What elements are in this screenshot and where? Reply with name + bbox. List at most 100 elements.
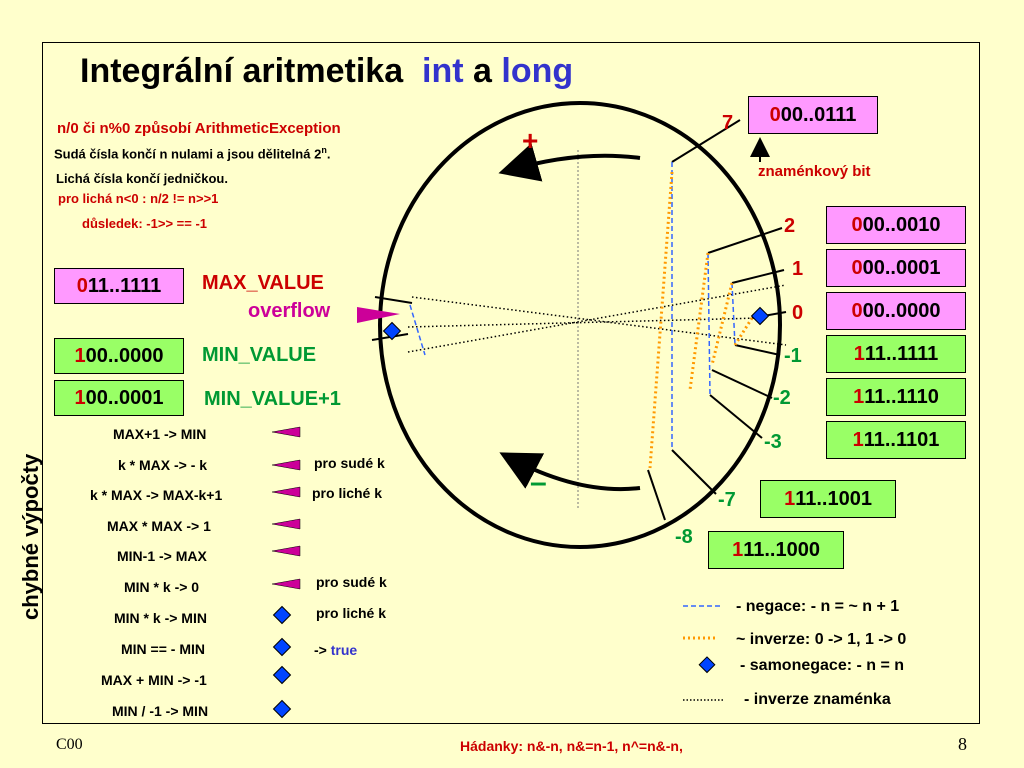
box-bits-1: 0 00..0001 bbox=[826, 249, 966, 287]
box-max-value-bits: 0 11..1111 bbox=[54, 268, 184, 304]
minus-sign: – bbox=[530, 466, 547, 499]
box-bits-0: 0 00..0000 bbox=[826, 292, 966, 330]
legend-selfneg-diamond bbox=[698, 656, 716, 674]
bits-m7-rest: 11..1001 bbox=[795, 487, 872, 510]
label-overflow: overflow bbox=[248, 300, 331, 322]
box-bits-7: 0 00..0111 bbox=[748, 96, 878, 134]
bits-m8-rest: 11..1000 bbox=[743, 538, 820, 561]
note-even-text: Sudá čísla končí n nulami a jsou dělitel… bbox=[54, 146, 322, 162]
footer-puzzles: Hádanky: n&-n, n&=n-1, n^=n&-n, bbox=[460, 738, 683, 754]
tick-max bbox=[374, 296, 413, 304]
note-even-sup: n bbox=[321, 145, 327, 155]
inversion-lines bbox=[648, 171, 754, 469]
bits-7-first: 0 bbox=[769, 103, 781, 126]
sign-inversion-lines bbox=[407, 284, 787, 353]
tick-m7 bbox=[671, 449, 717, 495]
bits-m1-rest: 11..1111 bbox=[864, 342, 939, 365]
bits-2-first: 0 bbox=[851, 213, 863, 236]
error-expr: MIN-1 -> MAX bbox=[117, 548, 207, 564]
num-1: 1 bbox=[792, 258, 804, 280]
self-negation-diamond-zero bbox=[750, 306, 770, 326]
sign-bit-label: znaménkový bit bbox=[758, 163, 871, 180]
bits-0-rest: 00..0000 bbox=[862, 299, 941, 322]
error-note: pro sudé k bbox=[316, 574, 387, 590]
number-circle bbox=[378, 101, 782, 549]
tick-7 bbox=[671, 119, 741, 163]
footer-left: C00 bbox=[56, 736, 83, 753]
box-min-value-bits: 1 00..0000 bbox=[54, 338, 184, 374]
error-expr: MIN == - MIN bbox=[121, 641, 206, 657]
title-int: int bbox=[422, 52, 464, 90]
tick-m3 bbox=[709, 394, 763, 439]
num-m1: -1 bbox=[784, 345, 802, 367]
bits-1-rest: 00..0001 bbox=[862, 256, 941, 279]
plus-sign: + bbox=[522, 125, 539, 156]
page-number: 8 bbox=[958, 734, 967, 754]
num-m7: -7 bbox=[718, 489, 736, 511]
bits-m8-first: 1 bbox=[732, 538, 744, 561]
slide-frame bbox=[42, 42, 980, 724]
error-note-arrow: -> bbox=[314, 642, 331, 658]
error-expr: MIN / -1 -> MIN bbox=[112, 703, 209, 719]
bits-m2-rest: 11..1110 bbox=[864, 385, 939, 408]
tick-1 bbox=[731, 269, 785, 284]
box-bits-m8: 1 11..1000 bbox=[708, 531, 844, 569]
error-note: pro liché k bbox=[312, 485, 383, 501]
bits-2-rest: 00..0010 bbox=[862, 213, 941, 236]
note-exception: n/0 či n%0 způsobí ArithmeticException bbox=[57, 120, 341, 137]
box-bits-m3: 1 11..1101 bbox=[826, 421, 966, 459]
error-expr: k * MAX -> - k bbox=[118, 457, 208, 473]
label-min-value-plus-one: MIN_VALUE+1 bbox=[204, 388, 341, 410]
num-m2: -2 bbox=[773, 387, 791, 409]
true-word: true bbox=[330, 642, 358, 658]
tick-m8 bbox=[647, 469, 666, 521]
title-a: a bbox=[473, 52, 492, 90]
box-max-rest-bits: 11..1111 bbox=[87, 274, 162, 297]
overflow-triangle bbox=[357, 307, 400, 323]
title-long: long bbox=[501, 52, 574, 90]
note-odd: Lichá čísla končí jedničkou. bbox=[56, 171, 228, 186]
error-expr: MIN * k -> MIN bbox=[114, 610, 207, 626]
legend-self-negation: - samonegace: - n = n bbox=[740, 657, 905, 674]
box-minp1-first-bit: 1 bbox=[74, 386, 86, 409]
error-note-true: -> true bbox=[314, 642, 357, 658]
error-expr: k * MAX -> MAX-k+1 bbox=[90, 487, 223, 503]
legend-inversion: ~ inverze: 0 -> 1, 1 -> 0 bbox=[736, 631, 907, 648]
num-m3: -3 bbox=[764, 431, 782, 453]
box-min-rest-bits: 00..0000 bbox=[85, 344, 164, 367]
note-odd-negative: pro lichá n<0 : n/2 != n>>1 bbox=[58, 191, 219, 206]
box-bits-2: 0 00..0010 bbox=[826, 206, 966, 244]
error-indicators bbox=[271, 426, 301, 719]
error-expr: MIN * k -> 0 bbox=[124, 579, 200, 595]
error-expr: MAX + MIN -> -1 bbox=[101, 672, 207, 688]
bits-1-first: 0 bbox=[851, 256, 863, 279]
box-bits-m7: 1 11..1001 bbox=[760, 480, 896, 518]
error-note: pro sudé k bbox=[314, 455, 385, 471]
bits-m3-first: 1 bbox=[852, 428, 864, 451]
plus-arrow bbox=[498, 143, 641, 182]
label-max-value: MAX_VALUE bbox=[202, 272, 324, 294]
box-min-first-bit: 1 bbox=[74, 344, 86, 367]
bits-0-first: 0 bbox=[851, 299, 863, 322]
num-m8: -8 bbox=[675, 526, 693, 548]
bits-m3-rest: 11..1101 bbox=[863, 428, 940, 451]
box-bits-m1: 1 11..1111 bbox=[826, 335, 966, 373]
num-2: 2 bbox=[784, 215, 796, 237]
tick-m2 bbox=[711, 369, 773, 399]
legend-sign-inversion: - inverze znaménka bbox=[744, 691, 891, 708]
box-bits-m2: 1 11..1110 bbox=[826, 378, 966, 416]
box-min-plus-one-bits: 1 00..0001 bbox=[54, 380, 184, 416]
error-note: pro liché k bbox=[316, 605, 387, 621]
bits-7-rest: 00..0111 bbox=[780, 103, 857, 126]
note-even: Sudá čísla končí n nulami a jsou dělitel… bbox=[54, 145, 330, 161]
minus-arrow bbox=[499, 452, 641, 492]
num-0: 0 bbox=[792, 302, 804, 324]
label-min-value: MIN_VALUE bbox=[202, 344, 317, 366]
tick-m1 bbox=[734, 344, 781, 356]
box-minp1-rest-bits: 00..0001 bbox=[85, 386, 164, 409]
error-expr: MAX * MAX -> 1 bbox=[107, 518, 211, 534]
error-expr: MAX+1 -> MIN bbox=[113, 426, 207, 442]
title-main: Integrální aritmetika bbox=[80, 52, 404, 90]
slide-title: Integrální aritmetika int a long bbox=[80, 52, 573, 91]
